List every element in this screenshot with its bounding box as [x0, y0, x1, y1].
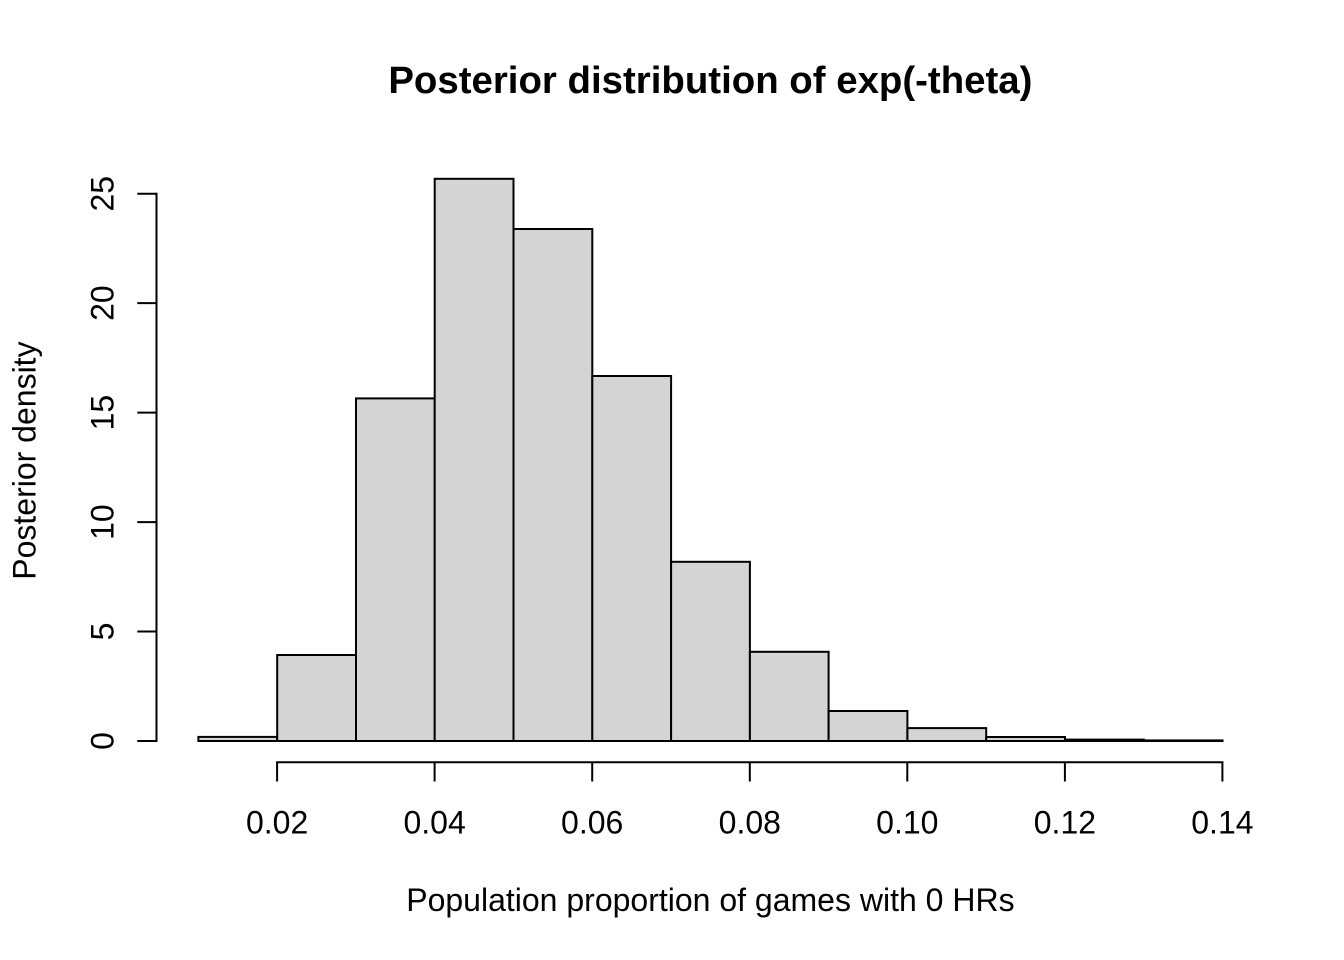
svg-text:25: 25 [85, 176, 121, 212]
svg-text:Population proportion of games: Population proportion of games with 0 HR… [406, 882, 1014, 918]
svg-text:0.14: 0.14 [1191, 805, 1253, 841]
svg-text:5: 5 [85, 623, 121, 641]
svg-text:Posterior distribution of exp(: Posterior distribution of exp(-theta) [388, 59, 1032, 102]
svg-text:0: 0 [85, 732, 121, 750]
svg-text:0.08: 0.08 [719, 805, 781, 841]
svg-text:20: 20 [85, 285, 121, 321]
svg-text:15: 15 [85, 395, 121, 431]
svg-text:0.12: 0.12 [1034, 805, 1096, 841]
svg-text:0.10: 0.10 [876, 805, 938, 841]
svg-text:0.04: 0.04 [403, 805, 465, 841]
svg-text:10: 10 [85, 504, 121, 540]
svg-text:0.02: 0.02 [246, 805, 308, 841]
svg-text:Posterior density: Posterior density [7, 341, 43, 579]
svg-text:0.06: 0.06 [561, 805, 623, 841]
